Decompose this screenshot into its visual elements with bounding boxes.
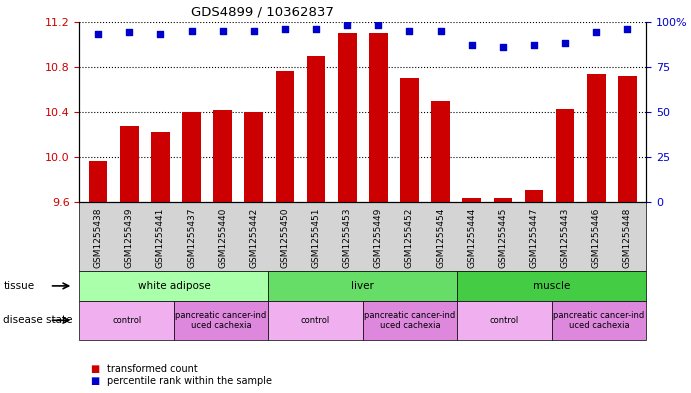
Bar <box>120 125 139 202</box>
Text: transformed count: transformed count <box>107 364 198 375</box>
Bar <box>556 108 574 202</box>
Point <box>498 44 509 50</box>
Bar <box>276 71 294 202</box>
Point <box>279 26 290 32</box>
Point <box>186 28 197 34</box>
Text: tissue: tissue <box>3 281 35 291</box>
Text: muscle: muscle <box>533 281 570 291</box>
Bar <box>618 76 636 202</box>
Bar <box>431 101 450 202</box>
Text: GDS4899 / 10362837: GDS4899 / 10362837 <box>191 6 334 19</box>
Point <box>529 42 540 48</box>
Text: control: control <box>112 316 141 325</box>
Point <box>373 22 384 28</box>
Point <box>622 26 633 32</box>
Bar <box>587 73 605 202</box>
Text: ■: ■ <box>90 376 99 386</box>
Point <box>248 28 259 34</box>
Text: pancreatic cancer-ind
uced cachexia: pancreatic cancer-ind uced cachexia <box>176 310 267 330</box>
Bar <box>307 55 325 202</box>
Point <box>435 28 446 34</box>
Bar <box>400 78 419 202</box>
Text: pancreatic cancer-ind
uced cachexia: pancreatic cancer-ind uced cachexia <box>553 310 645 330</box>
Text: ■: ■ <box>90 364 99 375</box>
Bar <box>245 112 263 202</box>
Bar <box>338 33 357 202</box>
Bar <box>369 33 388 202</box>
Point <box>93 31 104 37</box>
Bar <box>182 112 201 202</box>
Point <box>466 42 477 48</box>
Point <box>217 28 228 34</box>
Bar <box>214 110 232 202</box>
Point <box>560 40 571 46</box>
Point <box>404 28 415 34</box>
Text: pancreatic cancer-ind
uced cachexia: pancreatic cancer-ind uced cachexia <box>364 310 455 330</box>
Bar <box>89 161 108 202</box>
Point <box>124 29 135 36</box>
Text: disease state: disease state <box>3 315 73 325</box>
Bar <box>524 190 543 202</box>
Bar <box>493 198 512 202</box>
Point <box>155 31 166 37</box>
Text: percentile rank within the sample: percentile rank within the sample <box>107 376 272 386</box>
Point <box>341 22 352 28</box>
Point <box>591 29 602 36</box>
Text: liver: liver <box>351 281 375 291</box>
Text: white adipose: white adipose <box>138 281 210 291</box>
Bar <box>151 132 170 202</box>
Text: control: control <box>490 316 519 325</box>
Point <box>310 26 321 32</box>
Text: control: control <box>301 316 330 325</box>
Bar <box>462 198 481 202</box>
